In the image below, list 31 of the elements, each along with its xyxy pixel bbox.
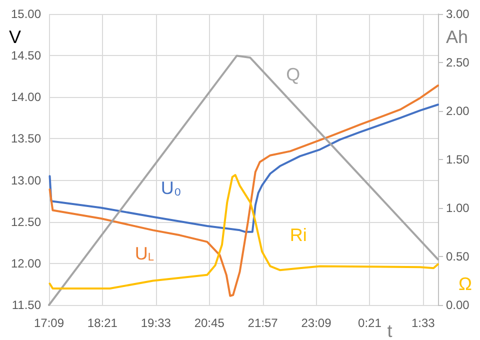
x-tick-label: 1:33 — [411, 316, 436, 330]
x-tick-label: 0:21 — [358, 316, 382, 330]
series-label: Ri — [290, 225, 307, 246]
y-tick-label: 13.50 — [10, 132, 42, 146]
y-tick-label: 14.00 — [10, 90, 42, 104]
y2-tick-label: 2.00 — [446, 104, 470, 118]
series-label: UL — [134, 244, 154, 264]
y2-tick-label: 3.00 — [446, 7, 470, 21]
y-tick-label: 15.00 — [10, 7, 42, 21]
x-tick-label: 23:09 — [301, 316, 332, 330]
y-tick-label: 11.50 — [12, 298, 42, 312]
x-tick-label: 18:21 — [87, 316, 118, 330]
x-tick-label: 17:09 — [34, 316, 64, 330]
y-tick-label: 14.50 — [10, 48, 42, 63]
text: Ω — [458, 274, 472, 294]
y-tick-label: 12.50 — [10, 214, 42, 229]
x-tick-label: 20:45 — [194, 316, 225, 330]
y2-tick-label: 0.00 — [446, 298, 470, 312]
y2-tick-label: 1.00 — [446, 201, 470, 215]
y2-axis-title: Ah — [446, 27, 468, 47]
y2-tick-label: 2.50 — [446, 56, 470, 70]
x-tick-label: 19:33 — [140, 316, 172, 330]
x-tick-label: 21:57 — [248, 316, 278, 330]
y-axis-title: V — [9, 27, 22, 47]
x-axis-title: t — [387, 321, 392, 340]
y2-tick-label: 1.50 — [446, 152, 470, 166]
series-label: U₀ — [160, 178, 182, 198]
series-label: Q — [286, 64, 300, 85]
y2-tick-label: 0.50 — [446, 250, 470, 264]
y-tick-label: 13.00 — [10, 173, 42, 188]
y-tick-label: 12.00 — [10, 256, 42, 270]
